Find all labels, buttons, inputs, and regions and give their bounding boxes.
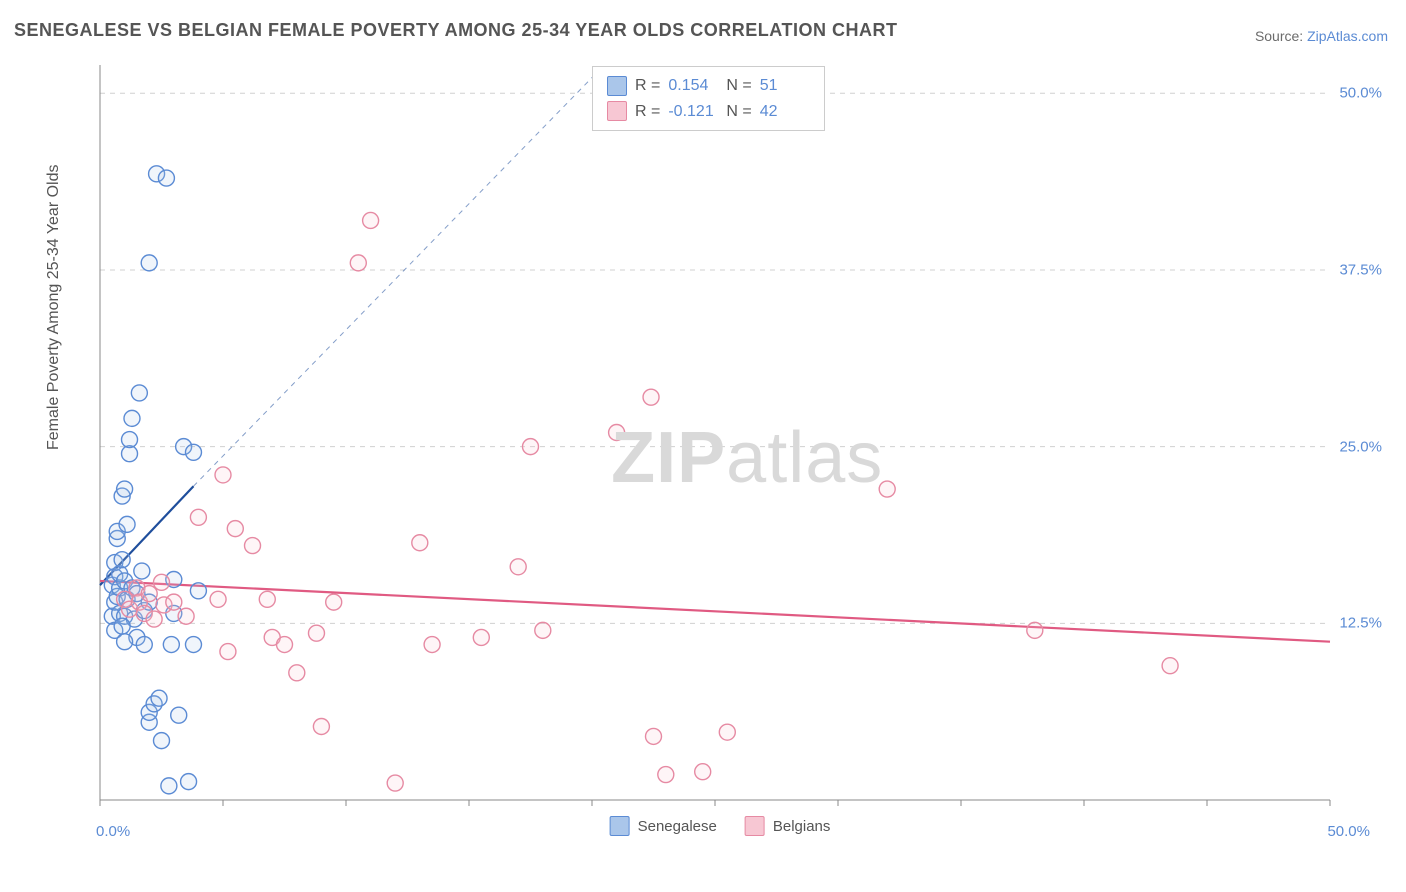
legend-item-belgians: Belgians [745,816,831,836]
y-axis-label: Female Poverty Among 25-34 Year Olds [45,165,63,451]
y-tick-label: 50.0% [1339,85,1382,102]
y-tick-label: 12.5% [1339,615,1382,632]
stats-r-value: -0.121 [668,99,718,125]
y-tick-label: 25.0% [1339,438,1382,455]
stats-n-value: 42 [760,99,810,125]
stats-swatch [607,101,627,121]
legend-swatch-senegalese [610,816,630,836]
source-label: Source: [1255,28,1307,44]
stats-row: R = -0.121 N = 42 [607,99,810,125]
correlation-stats-box: R = 0.154 N = 51 R = -0.121 N = 42 [592,66,825,131]
watermark: ZIPatlas [611,417,883,499]
legend-item-senegalese: Senegalese [610,816,717,836]
chart-title: SENEGALESE VS BELGIAN FEMALE POVERTY AMO… [14,20,897,41]
stats-n-label: N = [726,73,751,99]
x-axis-min-label: 0.0% [96,823,130,840]
stats-n-value: 51 [760,73,810,99]
y-tick-label: 37.5% [1339,261,1382,278]
legend-label-belgians: Belgians [773,818,831,835]
plot-area: ZIPatlas R =0.154N =51R =-0.121N =42 Fem… [50,60,1390,840]
legend: Senegalese Belgians [610,816,831,836]
stats-swatch [607,76,627,96]
stats-r-label: R = [635,99,660,125]
watermark-atlas: atlas [726,418,883,498]
source-attribution: Source: ZipAtlas.com [1255,28,1388,44]
legend-swatch-belgians [745,816,765,836]
legend-label-senegalese: Senegalese [638,818,717,835]
watermark-zip: ZIP [611,418,726,498]
stats-r-value: 0.154 [668,73,718,99]
stats-r-label: R = [635,73,660,99]
source-link[interactable]: ZipAtlas.com [1307,28,1388,44]
stats-row: R = 0.154 N = 51 [607,73,810,99]
chart-page: SENEGALESE VS BELGIAN FEMALE POVERTY AMO… [0,0,1406,892]
x-axis-max-label: 50.0% [1327,823,1370,840]
stats-n-label: N = [726,99,751,125]
